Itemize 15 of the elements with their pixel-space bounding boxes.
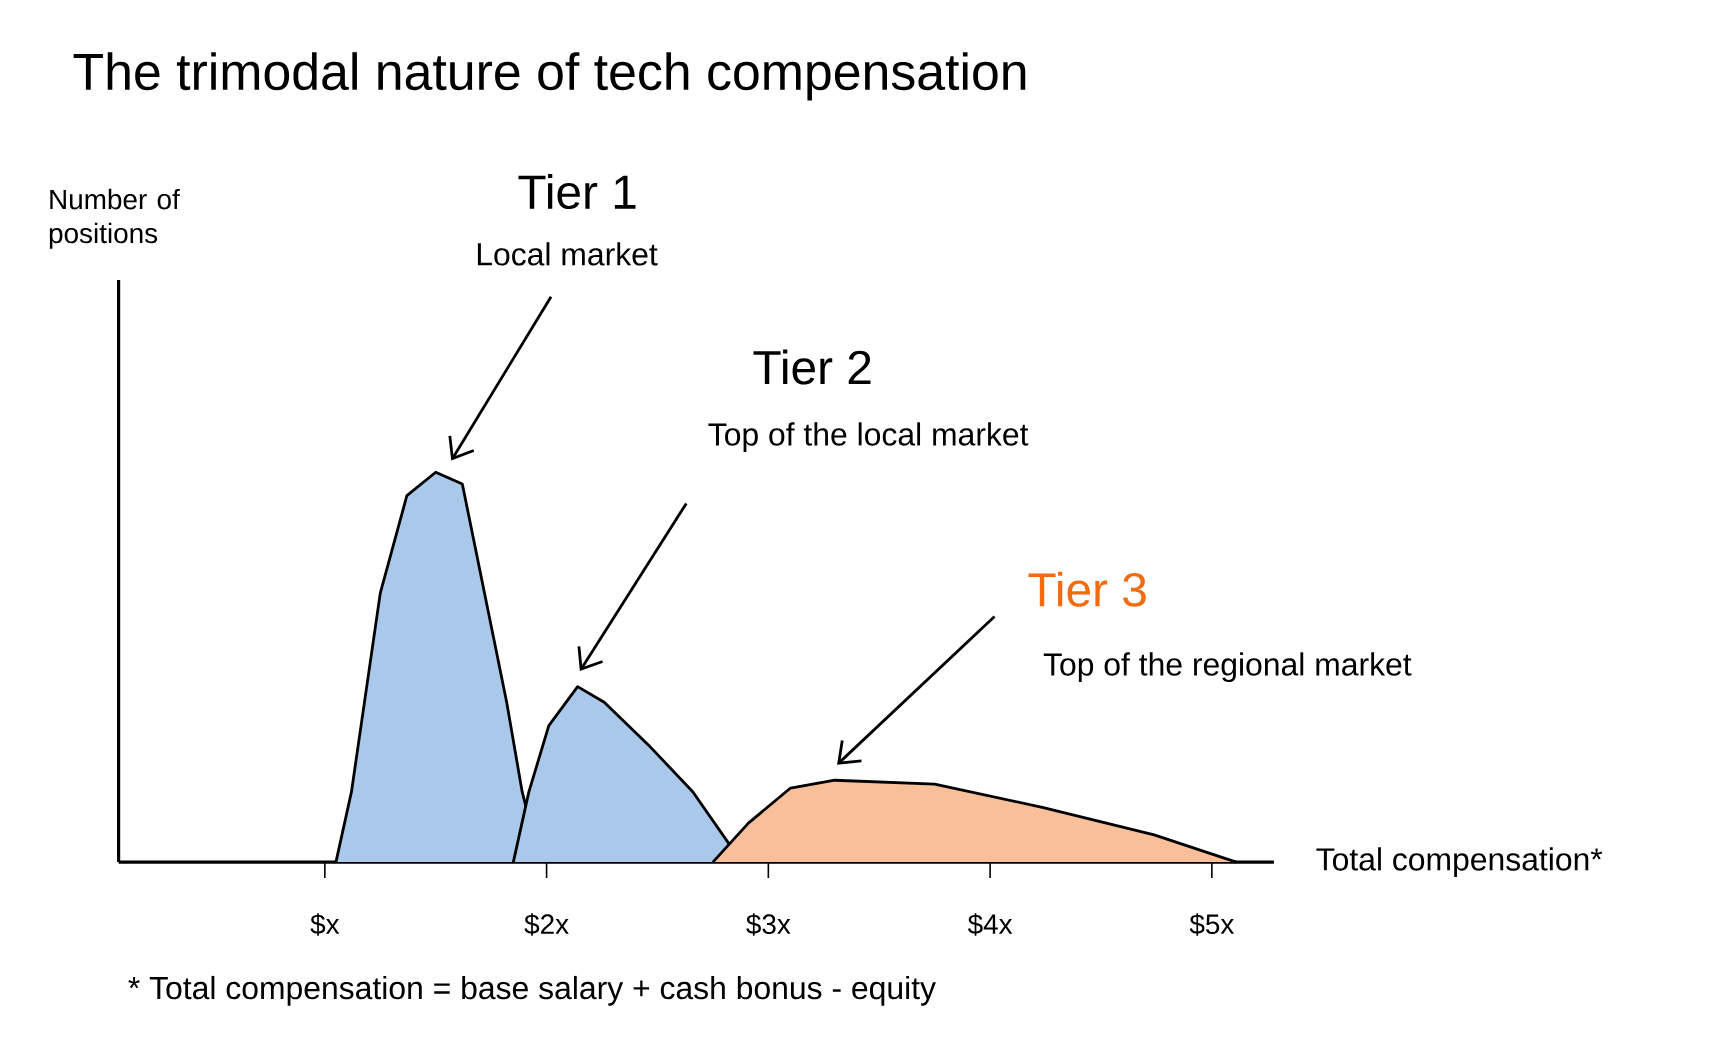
chart-title: The trimodal nature of tech compensation <box>73 52 1026 101</box>
text: Number of positions <box>49 189 180 250</box>
text: Tier 2 <box>753 349 871 385</box>
x-axis-title: Total compensation* <box>1316 847 1603 878</box>
text: Local market <box>477 242 658 266</box>
x-tick-label: $x <box>310 913 340 936</box>
x-tick-label: $4x <box>967 913 1013 936</box>
text: Top of the local market <box>708 422 1029 453</box>
x-tick-label: $2x <box>524 913 569 936</box>
x-tick-label: $5x <box>1189 913 1235 936</box>
annotation: Top of the regional market <box>1043 652 1412 683</box>
text: Tier 1 <box>518 174 636 210</box>
x-tick-label: $3x <box>746 913 791 936</box>
annotation: Tier 3 <box>1028 571 1146 608</box>
text: * Total compensation = base salary + cash bonus - equity <box>128 976 936 1006</box>
